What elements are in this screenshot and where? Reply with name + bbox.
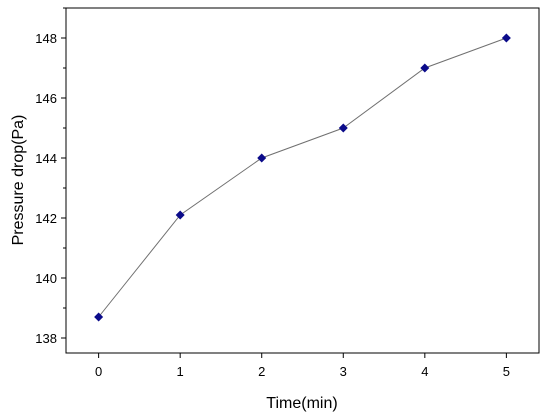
data-point xyxy=(501,33,511,43)
x-tick-label: 0 xyxy=(95,364,102,379)
y-tick-label: 140 xyxy=(35,271,57,286)
plot-frame xyxy=(65,7,540,354)
data-point xyxy=(257,153,267,163)
data-points xyxy=(94,33,511,322)
x-tick-label: 1 xyxy=(177,364,184,379)
x-tick-label: 3 xyxy=(340,364,347,379)
y-axis-title: Pressure drop(Pa) xyxy=(10,115,27,246)
data-point xyxy=(338,123,348,133)
x-tick-label: 2 xyxy=(258,364,265,379)
x-tick-label: 5 xyxy=(503,364,510,379)
y-axis: 138 140 142 144 146 148 xyxy=(35,7,66,346)
x-axis: 0 1 2 3 4 5 xyxy=(95,353,510,379)
y-tick-label: 146 xyxy=(35,91,57,106)
y-tick-label: 144 xyxy=(35,151,57,166)
y-tick-label: 142 xyxy=(35,211,57,226)
y-tick-label: 148 xyxy=(35,31,57,46)
series-line xyxy=(98,37,507,318)
data-point xyxy=(94,312,104,322)
x-axis-title: Time(min) xyxy=(266,395,337,412)
data-point xyxy=(175,210,185,220)
y-tick-label: 138 xyxy=(35,331,57,346)
x-tick-label: 4 xyxy=(421,364,428,379)
data-point xyxy=(420,63,430,73)
